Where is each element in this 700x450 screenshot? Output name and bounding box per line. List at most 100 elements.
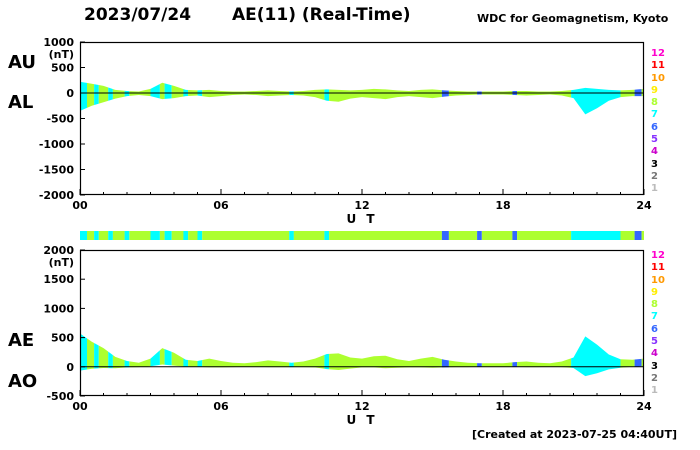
svg-text:06: 06 <box>213 199 229 212</box>
svg-text:-2000: -2000 <box>39 189 75 202</box>
station-bar-segment <box>512 231 518 240</box>
y-axis-ticks: 2000(nT) 1500 1000 500 0 -500 <box>43 244 85 403</box>
station-bar-segment <box>441 231 449 240</box>
station-count-legend-item: 2 <box>651 170 658 182</box>
station-bar-segment <box>108 231 113 240</box>
station-bar-segment <box>183 231 189 240</box>
station-count-legend-item: 2 <box>651 372 658 384</box>
svg-text:-1500: -1500 <box>39 164 75 177</box>
ae-axis-label: AE <box>8 330 35 351</box>
al-axis-label: AL <box>8 92 34 113</box>
x-axis-ticks: 00 06 12 18 24 U T <box>72 390 652 427</box>
ao-axis-label: AO <box>8 371 38 392</box>
station-bar-segment <box>164 231 172 240</box>
station-count-legend-item: 11 <box>651 60 665 72</box>
svg-text:0: 0 <box>66 87 74 100</box>
svg-text:0: 0 <box>66 361 74 374</box>
svg-text:1500: 1500 <box>43 273 74 286</box>
station-count-legend-top: 12 11 10 9 8 7 6 5 4 3 2 1 <box>651 48 681 196</box>
station-count-legend-bottom: 12 11 10 9 8 7 6 5 4 3 2 1 <box>651 250 681 398</box>
station-bar-segment <box>324 231 330 240</box>
station-count-legend-item: 6 <box>651 121 658 133</box>
station-count-legend-item: 1 <box>651 385 658 397</box>
plot-border <box>79 41 645 196</box>
station-count-bar <box>80 231 644 240</box>
station-count-legend-item: 3 <box>651 158 658 170</box>
station-count-legend-item: 9 <box>651 286 658 298</box>
station-bar-segment <box>634 231 642 240</box>
station-count-legend-item: 7 <box>651 109 658 121</box>
svg-text:12: 12 <box>354 199 369 212</box>
station-bar-segment <box>477 231 482 240</box>
envelope-fill <box>80 81 644 115</box>
svg-text:1000: 1000 <box>43 36 74 49</box>
station-bar-segment <box>159 231 165 240</box>
station-bar-segment <box>293 231 325 240</box>
station-bar-segment <box>517 231 572 240</box>
station-count-legend-item: 12 <box>651 48 665 59</box>
station-count-legend-item: 8 <box>651 97 658 109</box>
station-bar-segment <box>87 231 94 240</box>
station-count-legend-item: 8 <box>651 299 658 311</box>
svg-text:-1000: -1000 <box>39 138 75 151</box>
svg-text:(nT): (nT) <box>49 48 74 61</box>
station-bar-segment <box>641 231 644 240</box>
svg-text:00: 00 <box>72 199 88 212</box>
svg-text:-500: -500 <box>46 390 74 403</box>
svg-text:1000: 1000 <box>43 302 74 315</box>
x-axis-ticks: 00 06 12 18 24 U T <box>72 189 652 226</box>
station-bar-segment <box>289 231 294 240</box>
svg-text:500: 500 <box>51 62 74 75</box>
station-count-legend-item: 1 <box>651 183 658 195</box>
station-count-legend-item: 4 <box>651 146 658 158</box>
svg-text:18: 18 <box>495 199 510 212</box>
station-bar-segment <box>620 231 635 240</box>
station-bar-segment <box>80 231 87 240</box>
y-axis-ticks: 1000(nT)500 0 -500 -1000 -1500 -2000 <box>39 36 85 202</box>
station-bar-segment <box>129 231 151 240</box>
station-bar-segment <box>202 231 290 240</box>
station-bar-segment <box>571 231 621 240</box>
station-bar-segment <box>171 231 184 240</box>
svg-text:24: 24 <box>636 400 652 413</box>
svg-text:24: 24 <box>636 199 652 212</box>
svg-text:500: 500 <box>51 332 74 345</box>
svg-text:2000: 2000 <box>43 244 74 257</box>
svg-text:(nT): (nT) <box>49 256 74 269</box>
svg-text:-500: -500 <box>46 113 74 126</box>
station-bar-segment <box>329 231 442 240</box>
station-count-legend-item: 4 <box>651 348 658 360</box>
station-bar-segment <box>197 231 203 240</box>
source-label: WDC for Geomagnetism, Kyoto <box>477 12 669 25</box>
station-count-legend-item: 3 <box>651 360 658 372</box>
station-count-legend-item: 5 <box>651 134 658 146</box>
plot-border <box>79 249 645 397</box>
x-axis-title: U T <box>346 413 377 427</box>
station-count-legend-item: 5 <box>651 336 658 348</box>
station-bar-segment <box>98 231 109 240</box>
envelope-fill <box>80 333 644 377</box>
svg-text:00: 00 <box>72 400 88 413</box>
station-count-legend-item: 7 <box>651 311 658 323</box>
station-bar-segment <box>150 231 160 240</box>
station-count-legend-item: 9 <box>651 84 658 96</box>
page-title: AE(11) (Real-Time) <box>232 5 411 25</box>
station-count-legend-item: 12 <box>651 250 665 261</box>
station-count-legend-item: 6 <box>651 323 658 335</box>
station-count-legend-item: 10 <box>651 72 665 84</box>
station-bar-segment <box>112 231 125 240</box>
date-label: 2023/07/24 <box>84 5 192 25</box>
x-axis-title: U T <box>346 212 377 226</box>
station-bar-segment <box>94 231 99 240</box>
station-bar-segment <box>448 231 478 240</box>
station-bar-segment <box>188 231 198 240</box>
created-at-label: [Created at 2023-07-25 04:40UT] <box>472 428 678 441</box>
station-count-legend-item: 11 <box>651 262 665 274</box>
svg-text:12: 12 <box>354 400 369 413</box>
svg-text:06: 06 <box>213 400 229 413</box>
station-bar-segment <box>481 231 513 240</box>
station-count-legend-item: 10 <box>651 274 665 286</box>
svg-text:18: 18 <box>495 400 510 413</box>
